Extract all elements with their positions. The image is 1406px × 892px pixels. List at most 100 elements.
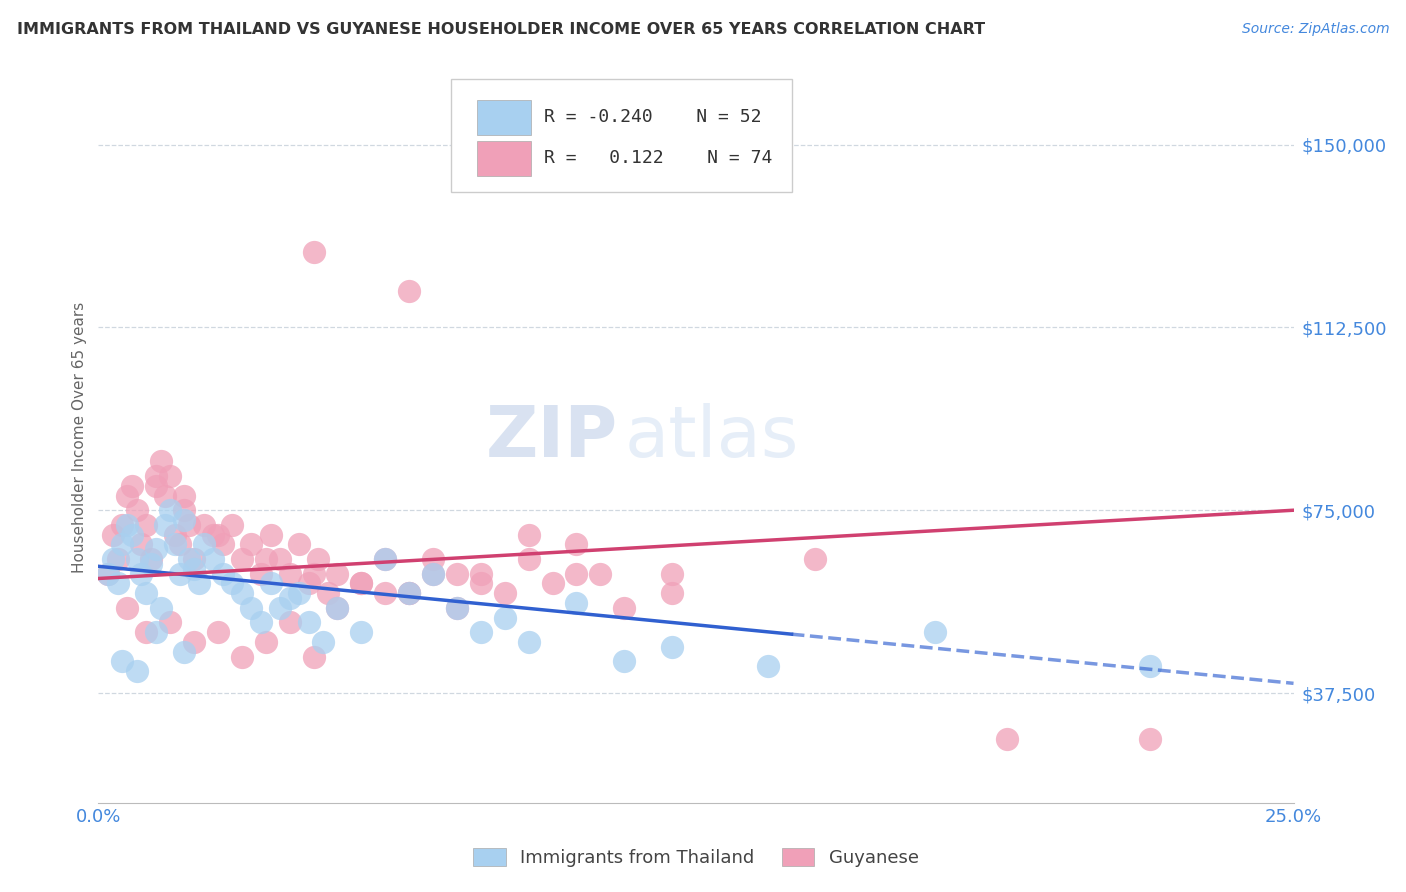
Legend: Immigrants from Thailand, Guyanese: Immigrants from Thailand, Guyanese (467, 840, 925, 874)
Point (995, 732, 1018, 747)
Point (183, 552, 205, 566)
Point (97, 566, 120, 581)
Point (173, 503, 195, 517)
Point (111, 537, 134, 551)
Point (187, 576, 209, 591)
Point (1139, 732, 1161, 747)
Point (131, 566, 153, 581)
Point (193, 537, 215, 551)
Point (115, 600, 138, 615)
Point (159, 503, 181, 517)
Point (517, 635, 540, 649)
Point (121, 479, 143, 493)
Point (398, 284, 420, 298)
Point (250, 615, 273, 630)
Point (422, 552, 444, 566)
Point (494, 586, 516, 600)
Point (97, 566, 120, 581)
Point (422, 566, 444, 581)
Point (589, 566, 612, 581)
Point (288, 586, 311, 600)
Point (163, 527, 186, 541)
Point (231, 552, 253, 566)
Point (756, 659, 779, 673)
Point (374, 586, 396, 600)
Point (107, 552, 129, 566)
Point (374, 552, 396, 566)
Point (221, 517, 243, 532)
Point (231, 649, 253, 664)
Point (269, 600, 291, 615)
Point (288, 537, 311, 551)
Point (254, 552, 277, 566)
Point (193, 517, 215, 532)
Point (240, 600, 263, 615)
Point (470, 576, 492, 591)
Point (121, 527, 143, 541)
Text: ZIP: ZIP (486, 402, 619, 472)
Point (145, 542, 167, 557)
Point (302, 244, 325, 259)
Point (145, 469, 167, 483)
Point (326, 566, 349, 581)
Text: R = -0.240    N = 52: R = -0.240 N = 52 (544, 109, 762, 127)
Point (135, 586, 157, 600)
Point (541, 576, 564, 591)
Point (298, 615, 321, 630)
Text: Source: ZipAtlas.com: Source: ZipAtlas.com (1241, 22, 1389, 37)
Point (163, 537, 186, 551)
Point (494, 610, 516, 624)
Point (211, 537, 233, 551)
Point (398, 586, 420, 600)
Point (470, 566, 492, 581)
Point (298, 576, 321, 591)
Bar (477, 100, 531, 135)
Point (125, 664, 148, 678)
Point (145, 625, 167, 640)
Point (135, 625, 157, 640)
Point (422, 566, 444, 581)
Point (446, 600, 468, 615)
Point (446, 566, 468, 581)
Point (565, 537, 588, 551)
Point (107, 576, 129, 591)
Point (804, 552, 827, 566)
Point (207, 527, 229, 541)
Point (613, 600, 636, 615)
Point (924, 625, 946, 640)
Point (326, 600, 349, 615)
Bar (477, 141, 531, 176)
Point (135, 517, 157, 532)
Point (115, 517, 138, 532)
Point (111, 654, 134, 668)
Point (326, 600, 349, 615)
Point (259, 527, 281, 541)
Y-axis label: Householder Income Over 65 years: Householder Income Over 65 years (72, 301, 87, 573)
Point (250, 566, 273, 581)
Point (202, 527, 225, 541)
Point (173, 645, 195, 659)
Text: R =   0.122    N = 74: R = 0.122 N = 74 (544, 149, 772, 168)
Point (254, 635, 277, 649)
Point (183, 635, 205, 649)
Point (565, 566, 588, 581)
Point (374, 552, 396, 566)
Point (302, 566, 325, 581)
Point (398, 586, 420, 600)
Point (149, 454, 172, 468)
Point (155, 489, 177, 503)
Point (125, 503, 148, 517)
Point (278, 615, 301, 630)
Point (101, 552, 124, 566)
Point (350, 576, 373, 591)
Point (179, 552, 201, 566)
Point (155, 517, 177, 532)
Point (221, 576, 243, 591)
Point (240, 537, 263, 551)
Point (173, 489, 195, 503)
Point (202, 552, 225, 566)
Point (661, 640, 683, 654)
Point (316, 586, 339, 600)
FancyBboxPatch shape (451, 78, 792, 192)
Point (470, 625, 492, 640)
